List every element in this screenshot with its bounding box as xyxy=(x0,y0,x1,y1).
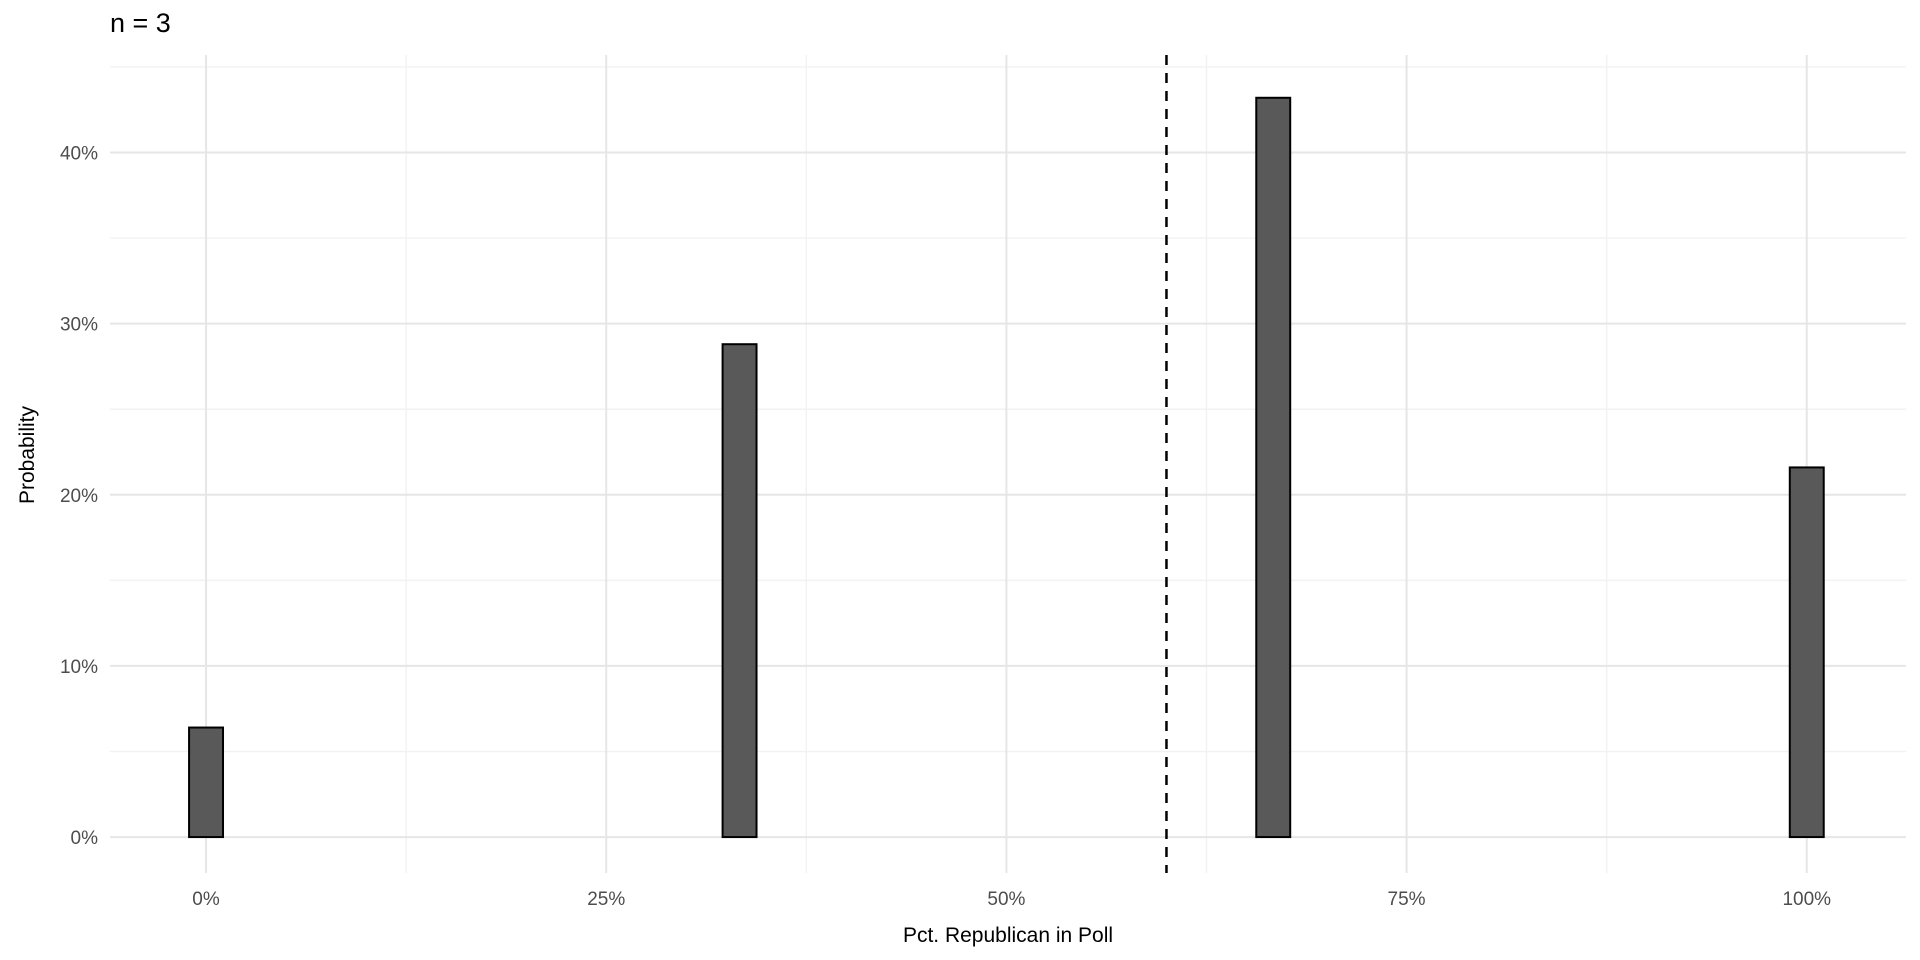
x-tick-label: 75% xyxy=(1388,889,1426,910)
x-tick-label: 0% xyxy=(192,889,220,910)
chart-title: n = 3 xyxy=(110,8,171,38)
x-axis-title: Pct. Republican in Poll xyxy=(902,924,1114,947)
y-axis-title: Probability xyxy=(16,405,39,505)
y-tick-label: 40% xyxy=(60,144,98,165)
bar xyxy=(1255,96,1292,839)
bar xyxy=(721,343,758,839)
y-tick-label: 10% xyxy=(60,657,98,678)
bar xyxy=(1788,466,1825,839)
x-tick-label: 50% xyxy=(987,889,1025,910)
x-tick-label: 25% xyxy=(587,889,625,910)
y-tick-label: 30% xyxy=(60,315,98,336)
y-tick-label: 20% xyxy=(60,486,98,507)
bar xyxy=(188,726,225,839)
x-tick-label: 100% xyxy=(1782,889,1831,910)
y-tick-label: 0% xyxy=(71,828,99,849)
